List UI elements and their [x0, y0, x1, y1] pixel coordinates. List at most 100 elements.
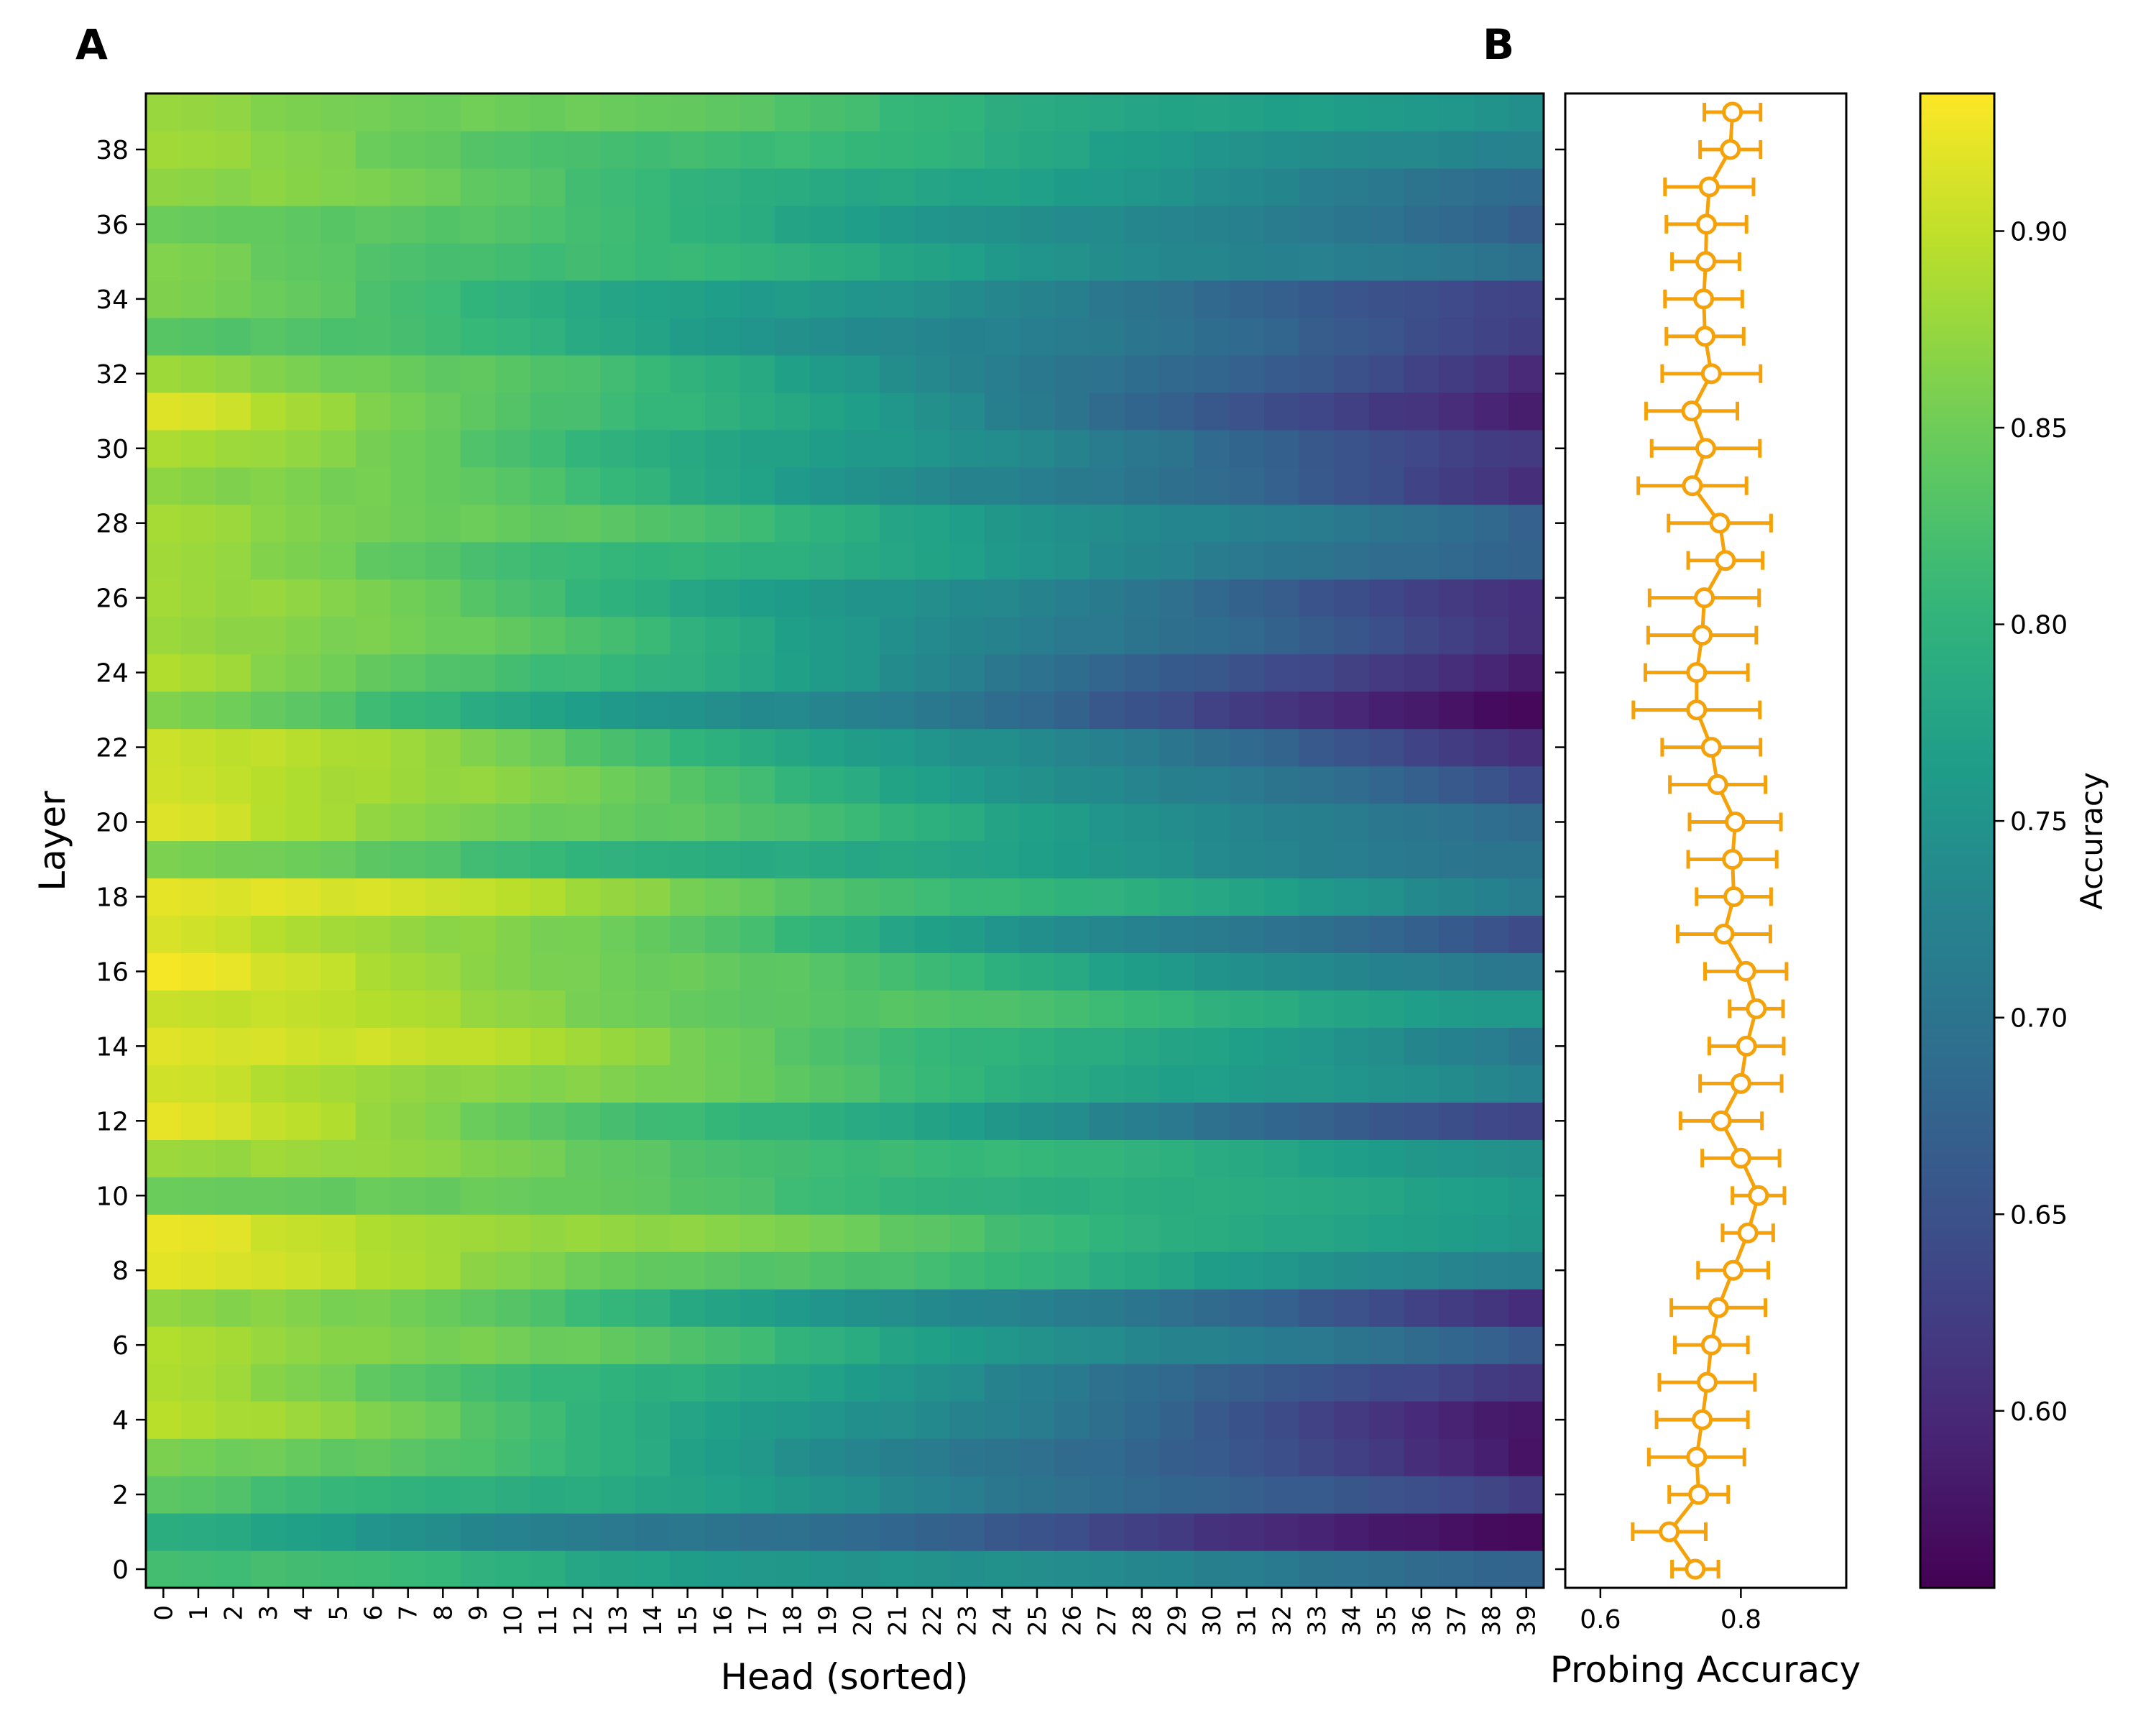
heatmap-cell — [355, 354, 391, 393]
heatmap-cell — [1124, 1550, 1160, 1589]
heatmap-cell — [1229, 467, 1265, 505]
heatmap-cell — [949, 392, 985, 431]
heatmap-cell — [1334, 1027, 1370, 1065]
heatmap-cell — [1299, 93, 1335, 132]
heatmap-cell — [844, 990, 880, 1028]
heatmap-cell — [1124, 1513, 1160, 1551]
heatmap-cell — [180, 1476, 216, 1514]
x-tick-label: 19 — [814, 1605, 842, 1636]
heatmap-cell — [285, 1401, 321, 1439]
heatmap-cell — [1439, 915, 1475, 954]
heatmap-cell — [670, 803, 706, 842]
heatmap-cell — [1019, 130, 1055, 169]
heatmap-cell — [985, 1550, 1021, 1589]
heatmap-cell — [180, 1550, 216, 1589]
heatmap-cell — [425, 1102, 461, 1140]
heatmap-cell — [740, 429, 775, 468]
heatmap-cell — [1334, 915, 1370, 954]
heatmap-cell — [216, 990, 252, 1028]
heatmap-cell — [1194, 579, 1230, 617]
heatmap-cell — [670, 1364, 706, 1402]
heatmap-cell — [1439, 1251, 1475, 1290]
heatmap-cell — [146, 691, 182, 730]
heatmap-cell — [285, 130, 321, 169]
heatmap-cell — [1439, 1289, 1475, 1327]
heatmap-cell — [600, 952, 636, 991]
heatmap-cell — [216, 467, 252, 505]
heatmap-cell — [1299, 205, 1335, 244]
heatmap-cell — [1159, 392, 1195, 431]
x-tick-label: 15 — [674, 1605, 703, 1636]
heatmap-cell — [1473, 317, 1509, 356]
heatmap-cell — [1264, 1027, 1300, 1065]
heatmap-cell — [216, 1289, 252, 1327]
heatmap-cell — [600, 1027, 636, 1065]
heatmap-cell — [495, 1401, 531, 1439]
x-tick-label: 36 — [1408, 1605, 1437, 1636]
heatmap-cell — [844, 392, 880, 431]
heatmap-cell — [949, 1102, 985, 1140]
heatmap-cell — [216, 728, 252, 767]
heatmap-cell — [285, 1326, 321, 1364]
heatmap-cell — [1404, 1065, 1439, 1103]
heatmap-cell — [1054, 354, 1090, 393]
heatmap-cell — [1159, 1438, 1195, 1476]
heatmap-cell — [1229, 317, 1265, 356]
heatmap-cell — [146, 1364, 182, 1402]
heatmap-cell — [1124, 93, 1160, 132]
x-tick-label: 14 — [639, 1605, 668, 1636]
heatmap-cell — [1473, 504, 1509, 543]
heatmap-cell — [1089, 1139, 1125, 1177]
heatmap-cell — [565, 280, 601, 318]
heatmap-cell — [1229, 616, 1265, 655]
heatmap-cell — [1473, 579, 1509, 617]
heatmap-cell — [635, 504, 671, 543]
heatmap-cell — [775, 1364, 811, 1402]
heatmap-cell — [1439, 616, 1475, 655]
heatmap-cell — [1368, 429, 1405, 468]
heatmap-cell — [1404, 1513, 1439, 1551]
heatmap-cell — [1054, 242, 1090, 281]
heatmap-cell — [775, 1102, 811, 1140]
heatmap-cell — [425, 1251, 461, 1290]
heatmap-cell — [740, 915, 775, 954]
heatmap-cell — [1019, 242, 1055, 281]
heatmap-cell — [146, 990, 182, 1028]
heatmap-cell — [1054, 1214, 1090, 1252]
heatmap-cell — [880, 1102, 916, 1140]
heatmap-cell — [1404, 167, 1439, 206]
heatmap-cell — [775, 616, 811, 655]
heatmap-cell — [809, 1513, 846, 1551]
heatmap-cell — [565, 878, 601, 916]
heatmap-cell — [216, 354, 252, 393]
heatmap-cell — [740, 280, 775, 318]
heatmap-cell — [1124, 205, 1160, 244]
heatmap-cell — [530, 354, 566, 393]
heatmap-cell — [1019, 93, 1055, 132]
heatmap-cell — [1264, 1251, 1300, 1290]
heatmap-cell — [216, 1513, 252, 1551]
heatmap-cell — [1439, 280, 1475, 318]
heatmap-cell — [1334, 541, 1370, 580]
heatmap-cell — [949, 1476, 985, 1514]
heatmap-cell — [1404, 1401, 1439, 1439]
heatmap-cell — [180, 429, 216, 468]
heatmap-cell — [880, 579, 916, 617]
heatmap-cell — [985, 429, 1021, 468]
heatmap-cell — [740, 392, 775, 431]
heatmap-cell — [600, 280, 636, 318]
heatmap-cell — [1334, 205, 1370, 244]
heatmap-cell — [1194, 205, 1230, 244]
heatmap-cell — [1404, 1364, 1439, 1402]
heatmap-cell — [460, 952, 496, 991]
heatmap-cell — [1508, 541, 1544, 580]
heatmap-cell — [425, 93, 461, 132]
heatmap-cell — [985, 1289, 1021, 1327]
heatmap-cell — [1473, 1438, 1509, 1476]
heatmap-cell — [460, 1513, 496, 1551]
heatmap-cell — [390, 803, 426, 842]
heatmap-cell — [1508, 392, 1544, 431]
heatmap-cell — [1439, 653, 1475, 692]
heatmap-cell — [1054, 878, 1090, 916]
heatmap-cell — [1159, 840, 1195, 879]
